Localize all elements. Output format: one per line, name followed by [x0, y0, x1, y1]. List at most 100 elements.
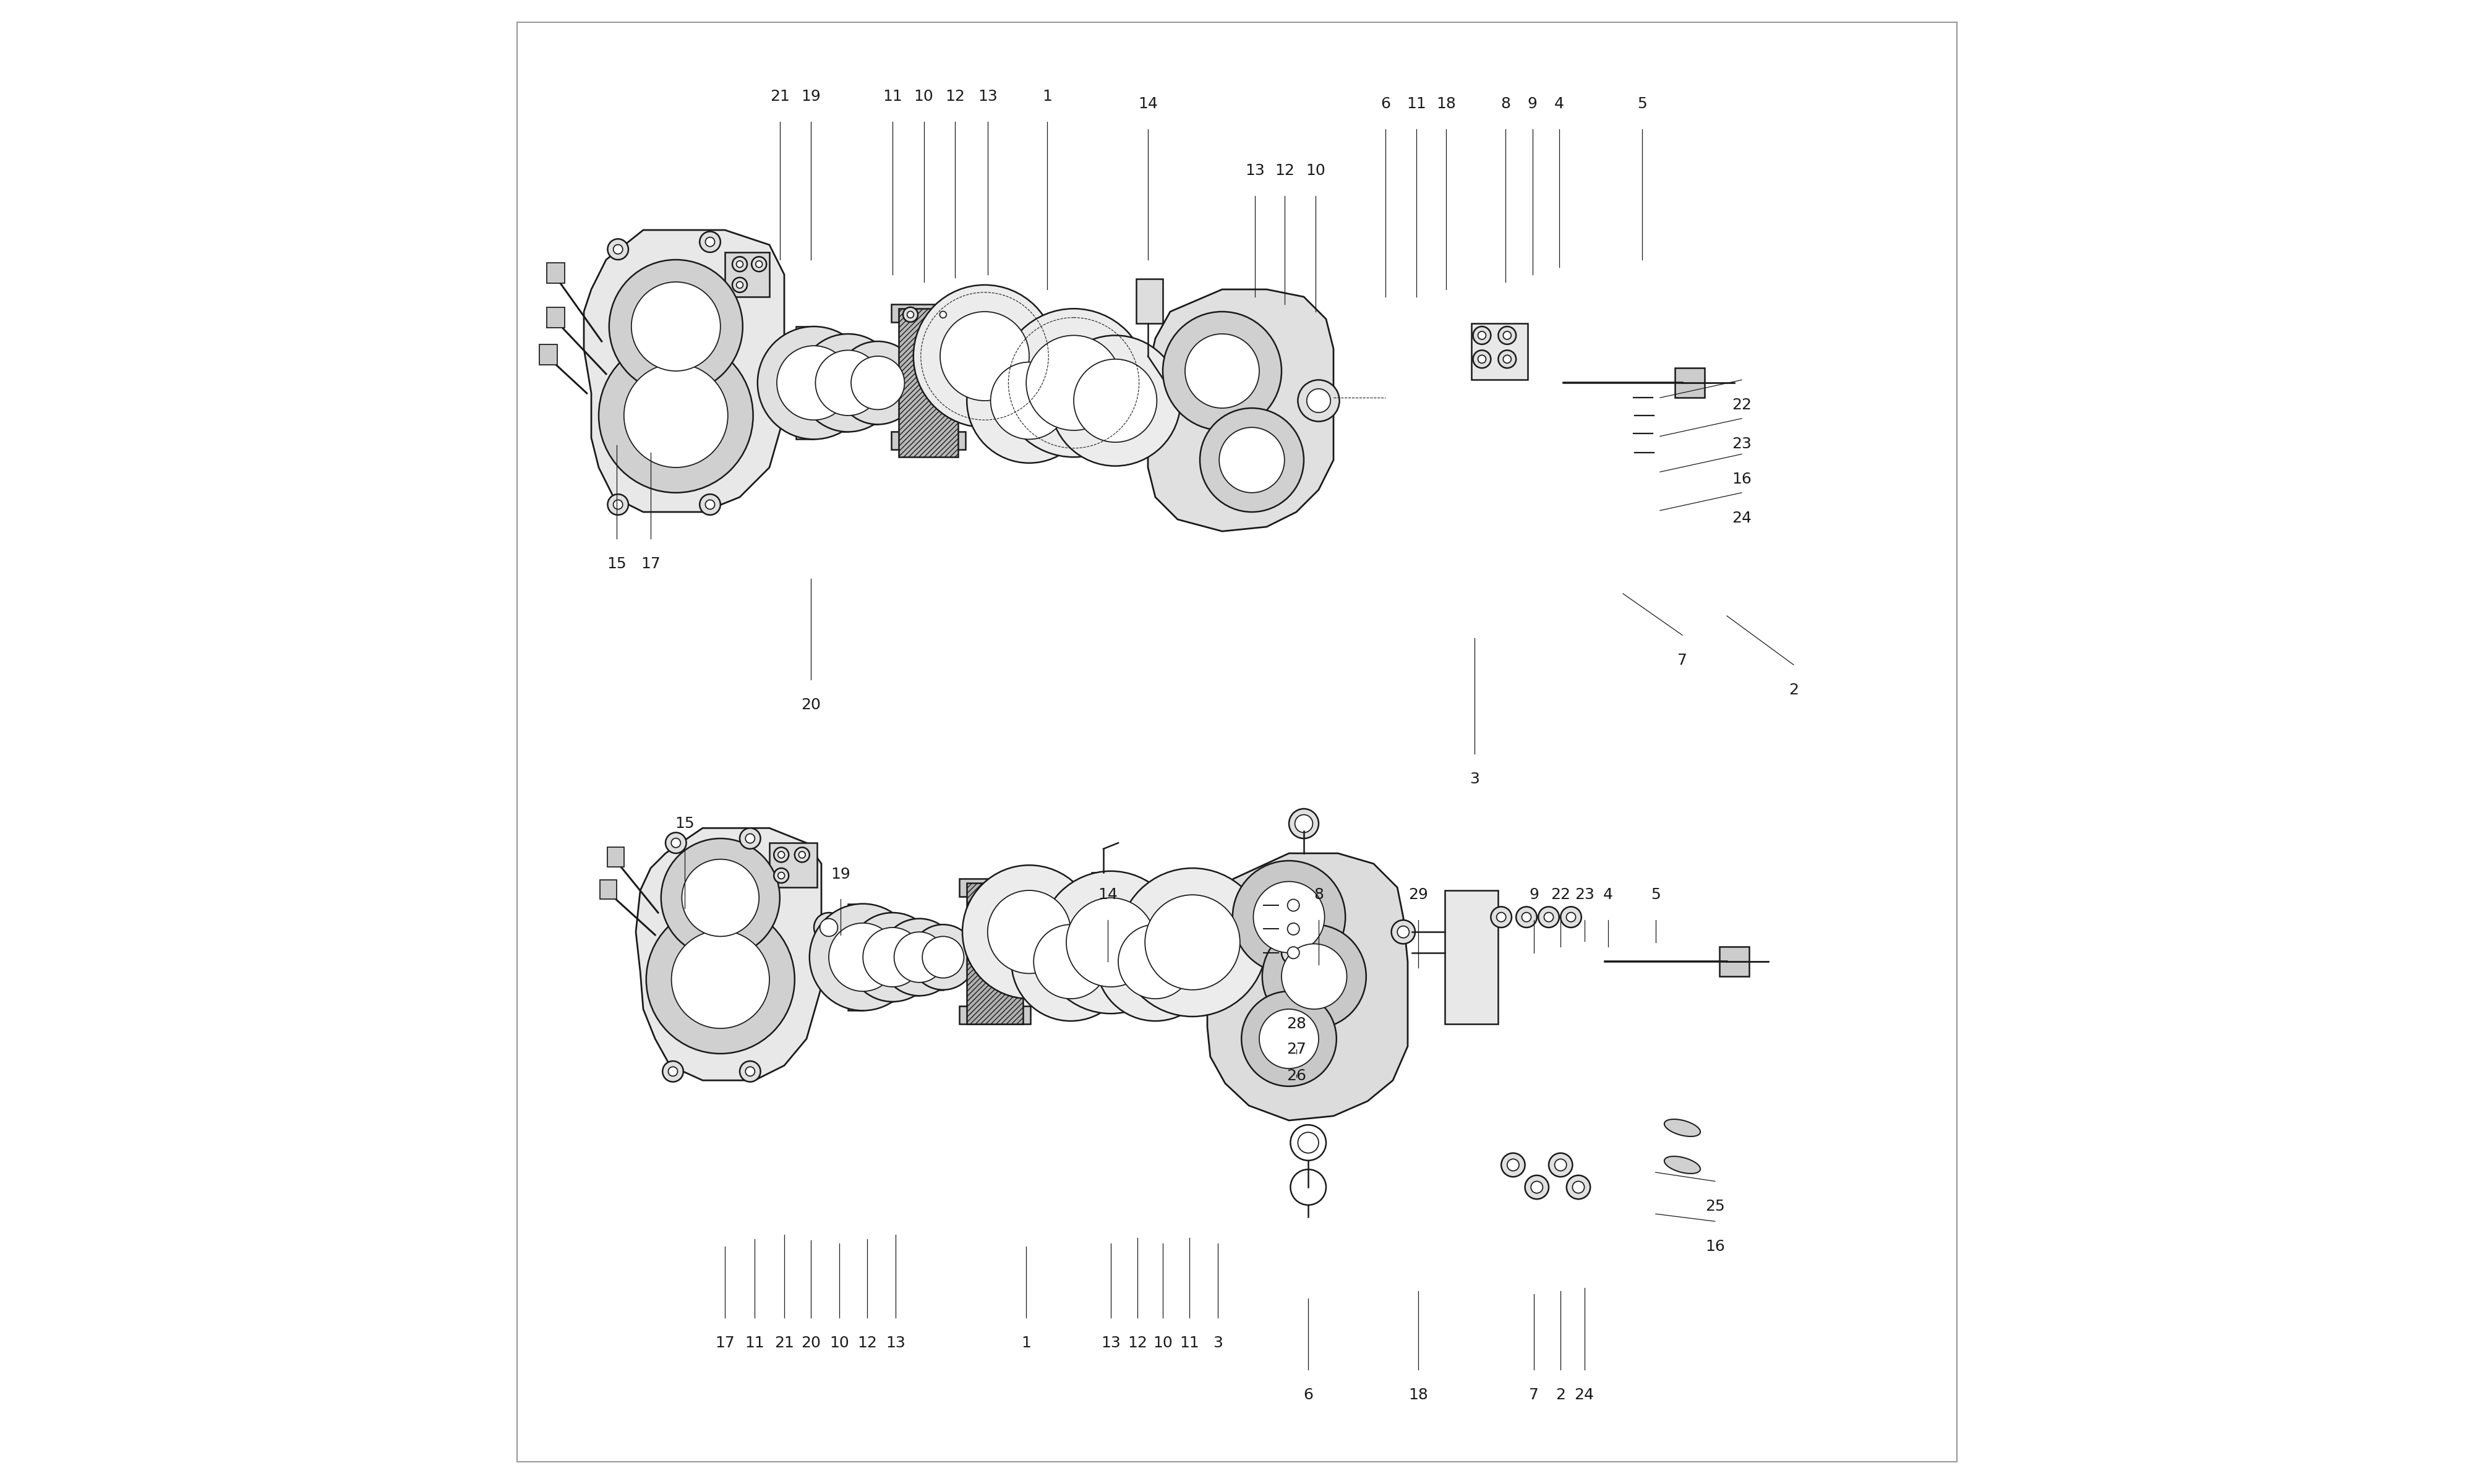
Text: 4: 4: [1603, 887, 1613, 902]
Circle shape: [737, 261, 742, 267]
Text: 11: 11: [1180, 1336, 1200, 1350]
Circle shape: [935, 307, 950, 322]
Circle shape: [1522, 913, 1531, 922]
Text: 22: 22: [1732, 398, 1752, 413]
Circle shape: [1282, 944, 1346, 1009]
Text: 1: 1: [1042, 89, 1051, 104]
Text: 12: 12: [1128, 1336, 1148, 1350]
Circle shape: [670, 838, 680, 847]
Circle shape: [829, 923, 898, 991]
Circle shape: [609, 494, 628, 515]
Bar: [609, 847, 623, 867]
Circle shape: [609, 239, 628, 260]
Text: 11: 11: [1408, 96, 1427, 111]
Circle shape: [923, 936, 965, 978]
Text: 3: 3: [1212, 1336, 1222, 1350]
Text: 13: 13: [886, 1336, 905, 1350]
Circle shape: [1291, 1125, 1326, 1160]
Circle shape: [670, 930, 769, 1028]
Circle shape: [599, 338, 752, 493]
Polygon shape: [725, 252, 769, 297]
Circle shape: [1039, 871, 1183, 1014]
Bar: [1719, 947, 1749, 976]
Circle shape: [940, 312, 948, 318]
Circle shape: [700, 494, 720, 515]
Circle shape: [863, 927, 923, 987]
Circle shape: [967, 338, 1091, 463]
Circle shape: [1291, 1169, 1326, 1205]
Text: 12: 12: [858, 1336, 878, 1350]
Text: 8: 8: [1502, 96, 1512, 111]
Circle shape: [1299, 1132, 1319, 1153]
Circle shape: [668, 1067, 678, 1076]
Bar: [928, 925, 943, 990]
Bar: [1675, 368, 1705, 398]
Circle shape: [1200, 408, 1304, 512]
Text: 5: 5: [1650, 887, 1660, 902]
Text: 17: 17: [715, 1336, 735, 1350]
Circle shape: [1472, 326, 1492, 344]
Circle shape: [1497, 913, 1507, 922]
Circle shape: [1549, 1153, 1573, 1177]
Circle shape: [794, 847, 809, 862]
Text: 10: 10: [829, 1336, 849, 1350]
Circle shape: [940, 312, 1029, 401]
Bar: [861, 341, 878, 424]
Bar: [601, 880, 616, 899]
Circle shape: [663, 1061, 683, 1082]
Circle shape: [774, 847, 789, 862]
Bar: [547, 307, 564, 328]
Bar: [905, 919, 920, 996]
Circle shape: [1531, 1181, 1544, 1193]
Circle shape: [816, 350, 881, 416]
Text: 9: 9: [1529, 887, 1539, 902]
Ellipse shape: [1665, 1156, 1700, 1174]
Polygon shape: [1148, 289, 1333, 531]
Text: 23: 23: [1573, 887, 1593, 902]
Circle shape: [908, 312, 913, 318]
Circle shape: [614, 245, 623, 254]
Circle shape: [1118, 868, 1267, 1017]
Circle shape: [1259, 1009, 1319, 1068]
Text: 14: 14: [1138, 96, 1158, 111]
Text: 15: 15: [606, 556, 626, 571]
Text: 15: 15: [675, 816, 695, 831]
Circle shape: [745, 834, 755, 843]
Circle shape: [1289, 809, 1319, 838]
Circle shape: [777, 873, 784, 879]
Bar: [539, 344, 557, 365]
Circle shape: [910, 925, 975, 990]
Text: 12: 12: [945, 89, 965, 104]
Circle shape: [799, 334, 898, 432]
Circle shape: [1232, 861, 1346, 974]
Circle shape: [1034, 925, 1108, 999]
Circle shape: [799, 852, 807, 858]
Circle shape: [1012, 902, 1131, 1021]
Text: 2: 2: [1789, 683, 1799, 697]
Circle shape: [732, 257, 747, 272]
Circle shape: [1096, 902, 1215, 1021]
Circle shape: [1286, 947, 1299, 959]
Text: 5: 5: [1638, 96, 1648, 111]
Circle shape: [661, 838, 779, 957]
Circle shape: [1504, 331, 1512, 340]
Circle shape: [1472, 350, 1492, 368]
Circle shape: [1492, 907, 1512, 927]
Circle shape: [1398, 926, 1410, 938]
Circle shape: [1390, 920, 1415, 944]
Circle shape: [881, 919, 957, 996]
Circle shape: [732, 278, 747, 292]
Bar: [1136, 279, 1163, 324]
Text: 20: 20: [802, 697, 821, 712]
Bar: [960, 1006, 1032, 1024]
Text: 14: 14: [1098, 887, 1118, 902]
Circle shape: [1220, 427, 1284, 493]
Text: 21: 21: [774, 1336, 794, 1350]
Circle shape: [1254, 881, 1324, 953]
Circle shape: [1074, 359, 1158, 442]
Polygon shape: [636, 828, 821, 1080]
Text: 10: 10: [1153, 1336, 1173, 1350]
Polygon shape: [1207, 853, 1408, 1120]
Circle shape: [1299, 380, 1338, 421]
Text: 19: 19: [802, 89, 821, 104]
